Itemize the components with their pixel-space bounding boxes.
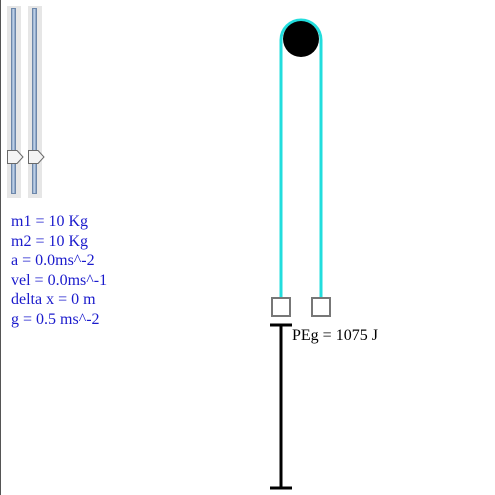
- mass1-block[interactable]: [271, 297, 291, 317]
- mass2-slider-track[interactable]: [32, 8, 37, 194]
- velocity-readout: vel = 0.0ms^-1: [11, 271, 108, 289]
- acceleration-readout: a = 0.0ms^-2: [11, 252, 95, 269]
- mass1-slider[interactable]: [7, 6, 24, 198]
- rope: [279, 18, 323, 297]
- mass2-block[interactable]: [311, 297, 331, 317]
- potential-energy-label: PEg = 1075 J: [292, 327, 378, 344]
- left-border: [0, 0, 1, 495]
- displacement-readout: delta x = 0 m: [11, 291, 96, 308]
- mass2-readout: m2 = 10 Kg: [11, 232, 89, 250]
- pulley-wheel: [283, 21, 319, 57]
- gravity-readout: g = 0.5 ms^-2: [11, 310, 100, 328]
- mass1-readout: m1 = 10 Kg: [11, 213, 89, 230]
- mass1-slider-thumb[interactable]: [7, 149, 25, 164]
- physics-readout: m1 = 10 Kg m2 = 10 Kg a = 0.0ms^-2 vel =…: [11, 212, 107, 329]
- mass1-slider-track[interactable]: [11, 8, 16, 194]
- mass2-slider-thumb[interactable]: [28, 149, 46, 164]
- mass2-slider[interactable]: [28, 6, 45, 198]
